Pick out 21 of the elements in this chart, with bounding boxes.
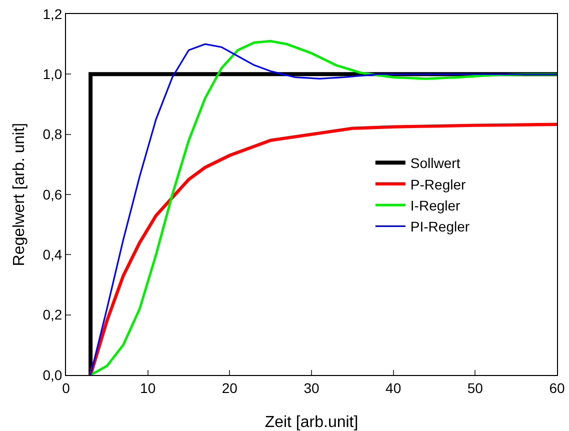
x-tick-label: 20 [222, 380, 238, 396]
y-tick-label: 0,0 [42, 366, 62, 383]
y-tick-label: 0,4 [42, 246, 62, 263]
y-tick-label: 0,2 [42, 306, 62, 323]
x-tick-label: 0 [62, 380, 70, 396]
legend-label: I-Regler [410, 197, 461, 214]
y-tick-label: 1,2 [42, 6, 62, 22]
line-series [88, 122, 557, 375]
y-tick-label: 0,6 [42, 186, 62, 202]
y-axis-title: Regelwert [arb. unit] [11, 122, 28, 266]
x-tick-label: 10 [140, 380, 156, 396]
y-tick-label: 1,0 [42, 66, 62, 82]
x-tick-label: 60 [549, 380, 565, 396]
x-tick-label: 40 [386, 380, 402, 396]
y-tick-label: 0,8 [42, 126, 62, 142]
legend-label: Sollwert [410, 155, 460, 172]
legend-label: P-Regler [410, 176, 466, 192]
x-axis-title: Zeit [arb.unit] [264, 414, 358, 431]
x-tick-label: 50 [467, 380, 484, 396]
legend-label: PI-Regler [410, 218, 470, 235]
x-tick-label: 30 [304, 380, 320, 396]
